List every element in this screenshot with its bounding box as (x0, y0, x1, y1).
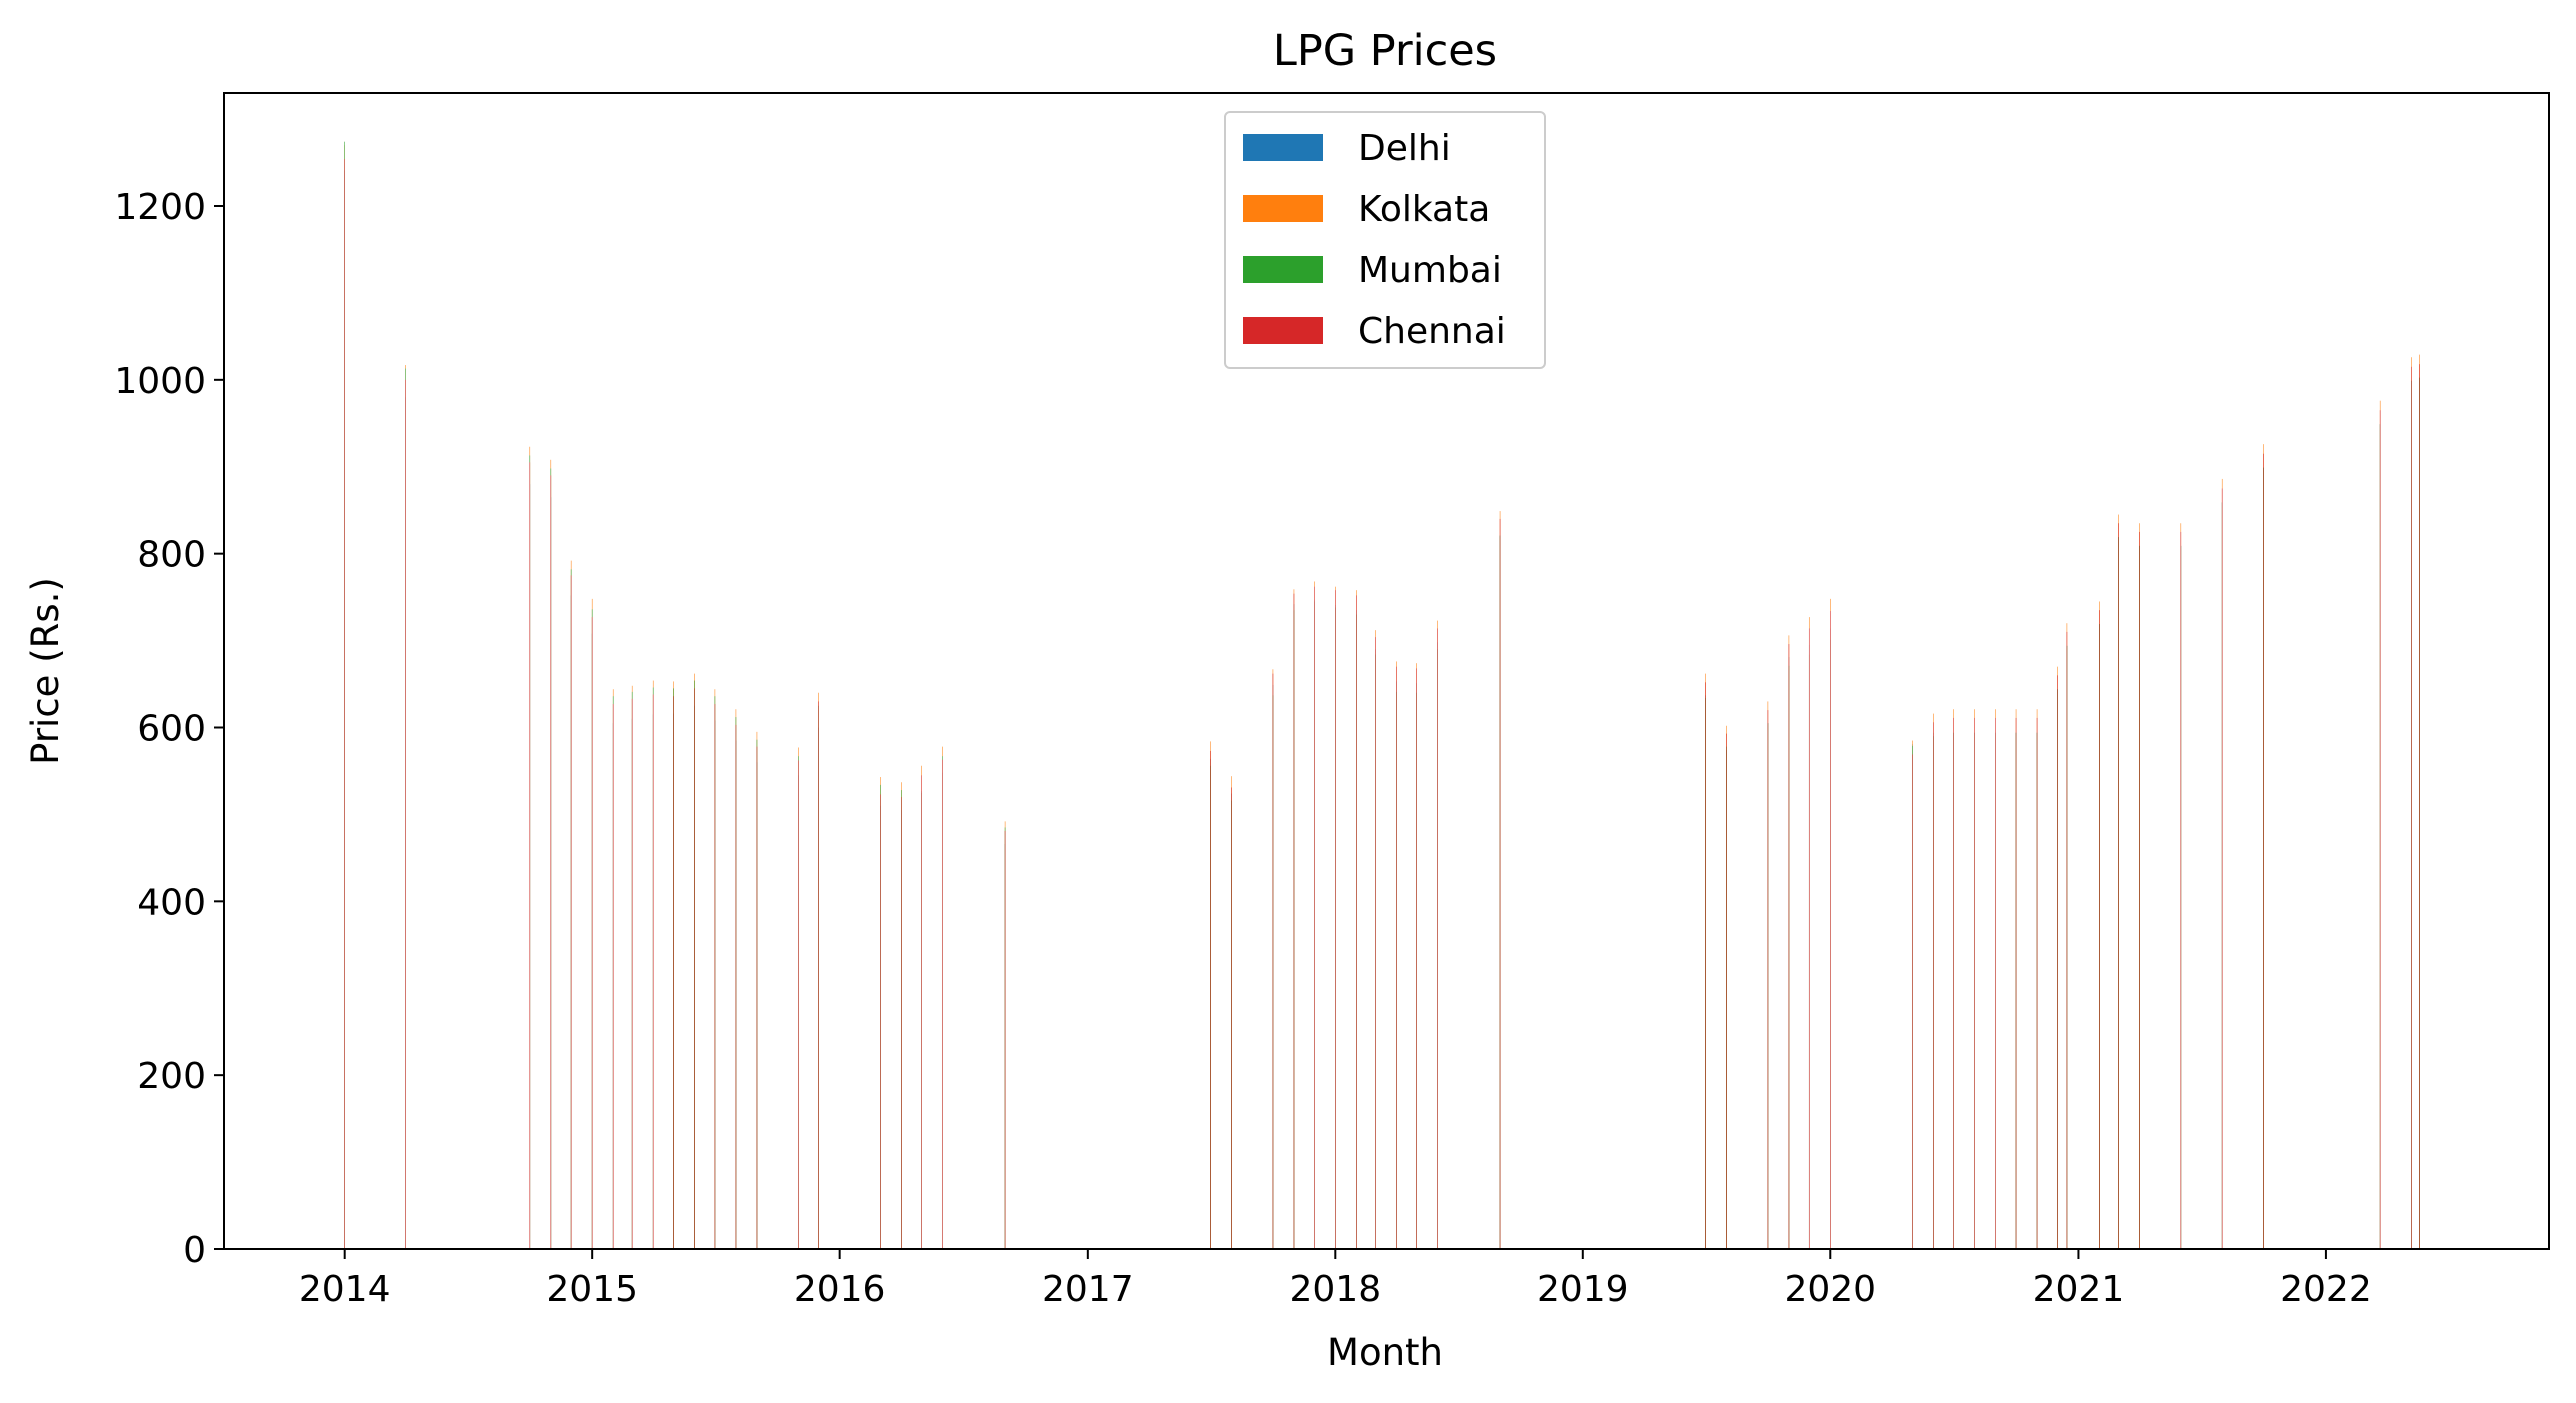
plot-frame (223, 92, 2550, 1250)
bar-chennai (1767, 710, 1769, 1249)
bar-chennai (2139, 531, 2140, 1249)
bar-chennai (735, 724, 737, 1249)
bar-chennai (1272, 673, 1274, 1249)
bar-chennai (880, 794, 881, 1249)
legend: Delhi Kolkata Mumbai Chennai (1224, 111, 1546, 369)
bar-chennai (1726, 733, 1727, 1249)
bar-chennai (942, 759, 943, 1249)
bar-chennai (714, 704, 716, 1249)
bar-chennai (591, 617, 593, 1249)
y-tick-label: 1000 (114, 361, 206, 402)
x-tick-label: 2016 (794, 1269, 886, 1310)
x-tick-label: 2022 (2280, 1269, 2372, 1310)
bar-chennai (1830, 611, 1831, 1249)
bar-chennai (1416, 668, 1417, 1249)
bar-chennai (798, 760, 799, 1249)
y-axis: 0 200 400 600 800 1000 1200 (114, 187, 224, 1271)
bar-chennai (529, 462, 531, 1249)
chart-title: LPG Prices (1273, 26, 1497, 76)
legend-label-kolkata: Kolkata (1358, 189, 1490, 230)
bar-chennai (2411, 366, 2412, 1250)
bar-chennai (1788, 644, 1790, 1249)
legend-swatch-kolkata (1243, 195, 1323, 222)
bar-chennai (2419, 364, 2420, 1249)
y-tick-label: 1200 (114, 187, 206, 228)
bar-chennai (612, 704, 614, 1249)
bar-chennai (1953, 717, 1954, 1249)
bar-chennai (2118, 523, 2119, 1249)
bar-chennai (901, 797, 902, 1249)
bar-chennai (1808, 628, 1810, 1249)
bar-chennai (550, 475, 552, 1249)
bar-chennai (756, 746, 758, 1249)
bar-chennai (1210, 750, 1211, 1249)
x-axis: 2014 2015 2016 2017 2018 2019 2020 2021 2022 (299, 1249, 2372, 1310)
bar-chennai (1293, 593, 1295, 1249)
bar-chennai (2099, 610, 2100, 1249)
x-tick-label: 2017 (1042, 1269, 1134, 1310)
bar-chennai (1335, 590, 1336, 1249)
bar-chennai (652, 694, 654, 1249)
bar-chennai (1231, 787, 1232, 1249)
bar-chennai (1995, 717, 1996, 1249)
bar-chennai (1705, 682, 1706, 1249)
y-tick-label: 0 (183, 1230, 206, 1271)
bar-chennai (2036, 717, 2038, 1249)
legend-swatch-delhi (1243, 134, 1323, 161)
bar-chennai (1356, 595, 1357, 1249)
y-tick-label: 400 (137, 882, 206, 923)
x-tick-label: 2014 (299, 1269, 391, 1310)
bar-chennai (570, 575, 572, 1249)
y-tick-label: 200 (137, 1056, 206, 1097)
legend-frame (1224, 111, 1546, 369)
x-tick-label: 2015 (546, 1269, 638, 1310)
bar-chennai (344, 159, 345, 1250)
bar-chennai (2263, 453, 2264, 1249)
bar-chennai (694, 688, 695, 1249)
legend-label-mumbai: Mumbai (1358, 250, 1502, 291)
bars-layer (344, 141, 2420, 1250)
bar-chennai (1396, 666, 1397, 1249)
legend-swatch-mumbai (1243, 256, 1323, 283)
bar-chennai (1499, 518, 1501, 1249)
y-tick-label: 600 (137, 708, 206, 749)
bar-chennai (1912, 754, 1913, 1249)
y-axis-label: Price (Rs.) (24, 577, 67, 765)
bar-chennai (1437, 628, 1438, 1249)
bar-chennai (631, 698, 633, 1249)
bar-chennai (1933, 722, 1934, 1249)
bar-chennai (2221, 488, 2223, 1249)
bar-chennai (2057, 675, 2058, 1249)
legend-label-chennai: Chennai (1358, 311, 1506, 352)
x-tick-label: 2019 (1537, 1269, 1629, 1310)
bar-chennai (1974, 717, 1975, 1249)
bar-chennai (2015, 717, 2017, 1249)
bar-chennai (673, 696, 674, 1249)
x-tick-label: 2018 (1289, 1269, 1381, 1310)
bar-chennai (921, 775, 922, 1249)
bar-chennai (2180, 531, 2182, 1249)
legend-label-delhi: Delhi (1358, 128, 1451, 169)
x-tick-label: 2020 (1784, 1269, 1876, 1310)
bar-chennai (1314, 586, 1315, 1249)
bar-chennai (818, 701, 819, 1249)
bar-chennai (1004, 830, 1006, 1249)
bar-chennai (405, 379, 406, 1250)
y-tick-label: 800 (137, 535, 206, 576)
x-tick-label: 2021 (2033, 1269, 2125, 1310)
legend-swatch-chennai (1243, 317, 1323, 344)
bar-chennai (2066, 631, 2068, 1249)
bar-chennai (1375, 637, 1376, 1249)
x-axis-label: Month (1327, 1331, 1443, 1374)
bar-chennai (2379, 410, 2381, 1249)
